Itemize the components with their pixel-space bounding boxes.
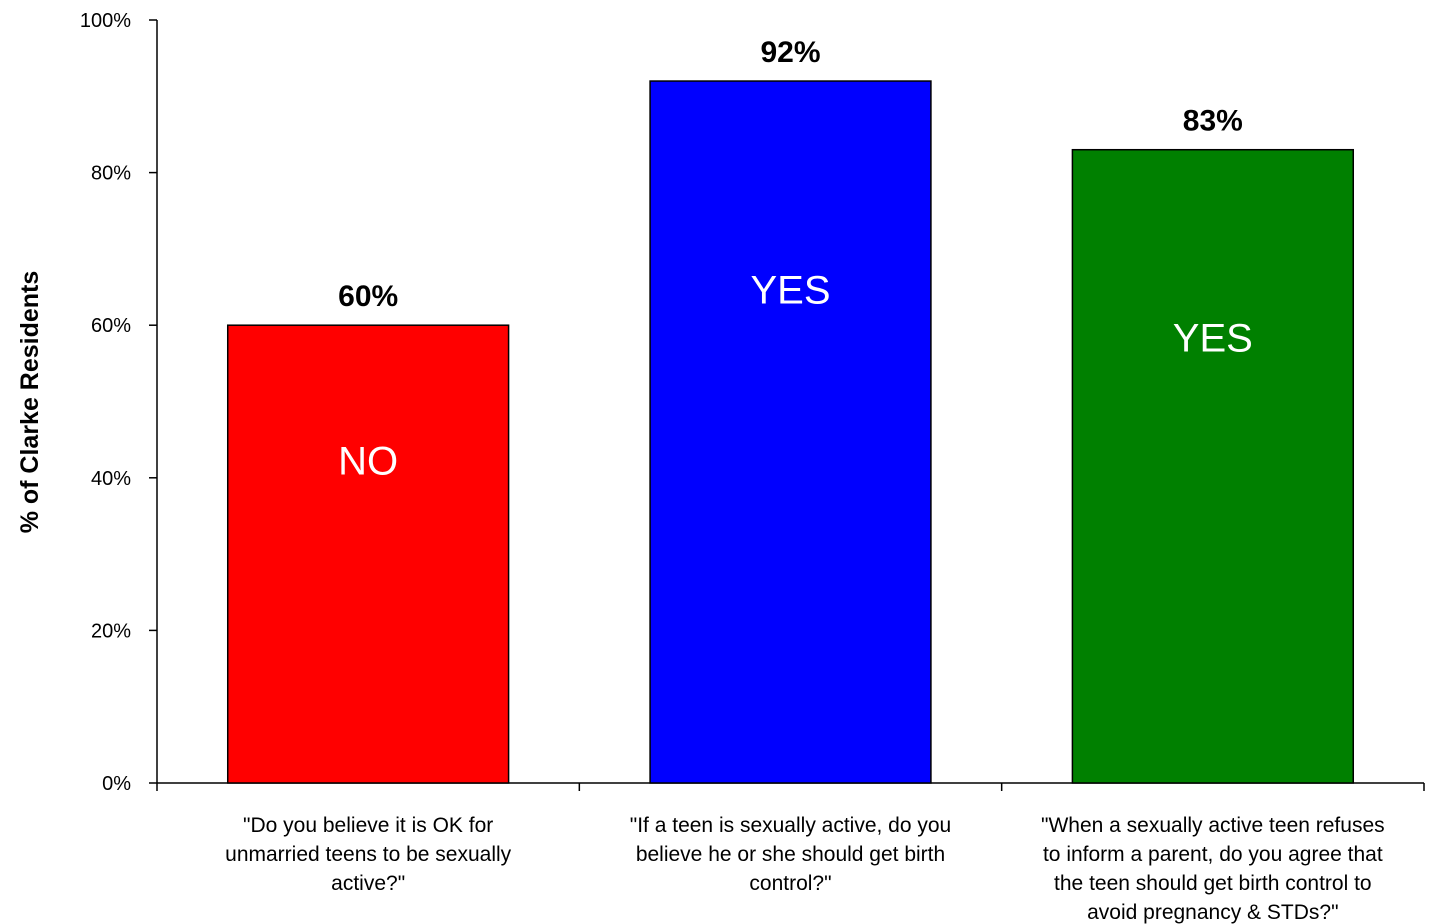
bar-value-label: 60% xyxy=(338,280,398,313)
bar xyxy=(226,324,510,784)
category-label-line: avoid pregnancy & STDs?" xyxy=(1087,901,1338,924)
bar-value-label: 83% xyxy=(1183,105,1243,138)
bars: 60% NO 92% YES 83% YES xyxy=(226,36,1355,784)
bar xyxy=(1071,148,1355,784)
y-tick-label: 60% xyxy=(91,315,131,337)
y-axis: 0% 20% 40% 60% 80% 100% xyxy=(80,10,158,795)
y-axis-title: % of Clarke Residents xyxy=(16,271,44,534)
category-label: "Do you believe it is OK for unmarried te… xyxy=(225,814,511,895)
y-tick-label: 80% xyxy=(91,163,131,185)
category-label-line: control?" xyxy=(749,872,831,895)
category-label-line: to inform a parent, do you agree that xyxy=(1043,843,1383,866)
bar xyxy=(649,80,932,784)
y-tick-label: 100% xyxy=(80,10,131,32)
category-label-line: unmarried teens to be sexually xyxy=(225,843,511,866)
bar-answer-label: NO xyxy=(338,440,398,484)
category-label-line: active?" xyxy=(331,872,405,895)
category-label: "If a teen is sexually active, do you bel… xyxy=(630,814,951,895)
category-label: "When a sexually active teen refuses to i… xyxy=(1041,814,1385,924)
category-label-line: the teen should get birth control to xyxy=(1054,872,1372,895)
category-label-line: "Do you believe it is OK for xyxy=(243,814,493,837)
x-axis xyxy=(156,782,1425,791)
bar-answer-label: YES xyxy=(1173,317,1253,361)
category-label-line: believe he or she should get birth xyxy=(636,843,945,866)
y-tick-label: 0% xyxy=(102,773,131,795)
bar-value-label: 92% xyxy=(760,36,820,69)
y-tick-label: 40% xyxy=(91,468,131,490)
category-label-line: "When a sexually active teen refuses xyxy=(1041,814,1385,837)
bar-answer-label: YES xyxy=(750,269,830,313)
y-tick-label: 20% xyxy=(91,620,131,642)
category-labels: "Do you believe it is OK for unmarried te… xyxy=(225,814,1384,924)
category-label-line: "If a teen is sexually active, do you xyxy=(630,814,951,837)
